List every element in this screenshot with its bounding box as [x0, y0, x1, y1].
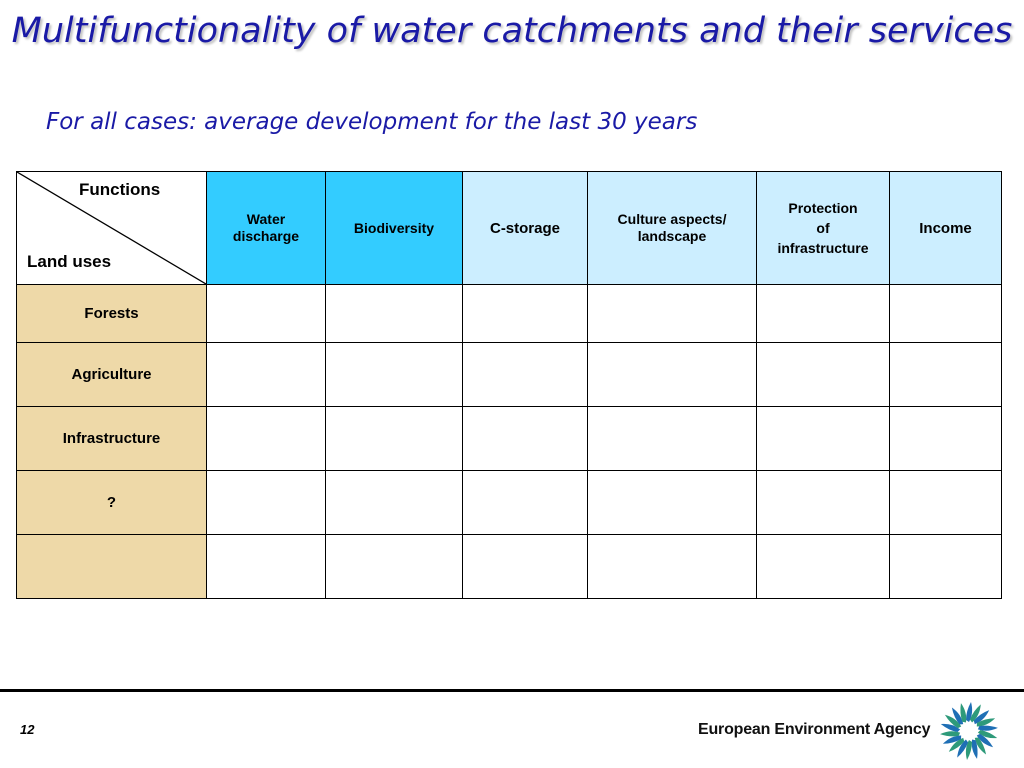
matrix-cell	[325, 470, 463, 535]
logo-ray	[977, 725, 998, 731]
logo-ray	[951, 707, 964, 725]
matrix-cell	[462, 284, 588, 343]
logo-ray	[940, 723, 961, 733]
logo-ray	[940, 731, 961, 737]
matrix-cell	[587, 534, 757, 599]
matrix-cell	[206, 534, 326, 599]
matrix-cell	[325, 406, 463, 471]
land-use-unknown: ?	[16, 470, 207, 535]
header-row: Functions Land uses Water discharge Biod…	[16, 171, 1002, 285]
matrix-cell	[206, 342, 326, 407]
logo-ray	[977, 729, 998, 739]
functions-axis-label: Functions	[79, 180, 161, 199]
logo-ray	[974, 737, 987, 755]
logo-ray	[976, 733, 994, 748]
logo-ray	[960, 703, 967, 723]
table-row: Forests	[16, 284, 1002, 343]
land-use-function-matrix: Functions Land uses Water discharge Biod…	[16, 171, 1002, 599]
matrix-cell	[206, 406, 326, 471]
matrix-cell	[587, 406, 757, 471]
land-use-label: Infrastructure	[62, 430, 161, 447]
logo-ray	[971, 739, 978, 759]
function-header-protection-infrastructure: Protection of infrastructure	[756, 171, 890, 285]
function-header-label: C-storage	[489, 219, 560, 237]
matrix-cell	[756, 470, 890, 535]
function-header-label: Income	[919, 219, 972, 237]
matrix-cell	[756, 284, 890, 343]
function-header-label: Culture aspects/ landscape	[617, 211, 727, 244]
function-header-c-storage: C-storage	[462, 171, 588, 285]
table-row	[16, 534, 1002, 599]
matrix-cell	[889, 342, 1002, 407]
land-use-agriculture: Agriculture	[16, 342, 207, 407]
corner-cell: Functions Land uses	[16, 171, 207, 285]
land-use-label: Agriculture	[71, 366, 152, 383]
land-use-forests: Forests	[16, 284, 207, 343]
agency-name: European Environment Agency	[698, 721, 931, 738]
matrix-cell	[462, 406, 588, 471]
matrix-cell	[325, 534, 463, 599]
function-header-culture-landscape: Culture aspects/ landscape	[587, 171, 757, 285]
matrix-cell	[325, 284, 463, 343]
function-header-biodiversity: Biodiversity	[325, 171, 463, 285]
footer-divider	[0, 689, 1024, 692]
logo-ray	[965, 740, 972, 760]
matrix-cell	[462, 342, 588, 407]
logo-ray	[973, 710, 990, 725]
slide-title: Multifunctionality of water catchments a…	[11, 11, 1013, 51]
matrix-cell	[756, 406, 890, 471]
matrix-cell	[889, 534, 1002, 599]
logo-ray	[966, 702, 973, 722]
page-number: 12	[20, 722, 35, 737]
land-use-empty	[16, 534, 207, 599]
table-row: Agriculture	[16, 342, 1002, 407]
matrix-cell	[756, 534, 890, 599]
matrix-cell	[889, 284, 1002, 343]
matrix-cell	[889, 470, 1002, 535]
function-header-income: Income	[889, 171, 1002, 285]
matrix-cell	[206, 284, 326, 343]
logo-ray	[942, 735, 962, 744]
matrix-cell	[462, 470, 588, 535]
table-row: ?	[16, 470, 1002, 535]
matrix-cell	[325, 342, 463, 407]
land-uses-axis-label: Land uses	[27, 252, 112, 271]
matrix-cell	[462, 534, 588, 599]
matrix-cell	[889, 406, 1002, 471]
function-header-label: Protection of infrastructure	[777, 200, 869, 256]
matrix-cell	[756, 342, 890, 407]
matrix-cell	[206, 470, 326, 535]
logo-ray	[944, 714, 962, 729]
logo-ray	[969, 704, 981, 723]
table-row: Infrastructure	[16, 406, 1002, 471]
land-use-label: Forests	[84, 305, 139, 322]
logo-ray	[948, 737, 965, 752]
land-use-infrastructure: Infrastructure	[16, 406, 207, 471]
function-header-water-discharge: Water discharge	[206, 171, 326, 285]
eea-logo-icon	[940, 702, 998, 760]
function-header-label: Water discharge	[232, 211, 300, 244]
function-header-label: Biodiversity	[353, 219, 435, 236]
slide-subtitle: For all cases: average development for t…	[46, 109, 698, 135]
matrix-cell	[587, 284, 757, 343]
land-use-label: ?	[106, 494, 117, 511]
logo-ray	[976, 718, 996, 727]
diagonal-divider	[17, 172, 206, 284]
logo-ray	[957, 739, 969, 758]
matrix-cell	[587, 342, 757, 407]
matrix-cell	[587, 470, 757, 535]
